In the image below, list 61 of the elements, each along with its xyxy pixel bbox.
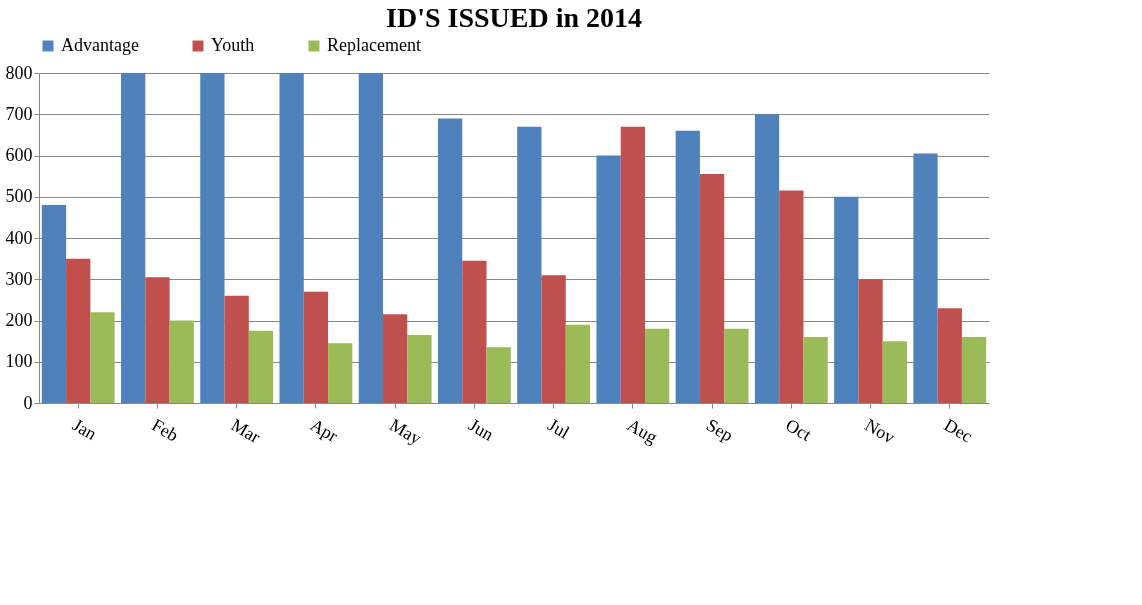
bar [279,73,304,403]
y-tick-label: 500 [5,186,33,207]
bar [779,190,804,403]
bar [437,118,463,403]
y-tick-label: 400 [5,227,33,248]
legend-label: Youth [211,35,255,55]
bar [41,205,67,403]
legend-label: Replacement [327,35,421,55]
x-tick-label: Sep [703,414,737,446]
x-tick-label: Oct [782,414,815,446]
bar [541,275,566,403]
bar [565,324,591,403]
bar [644,328,670,403]
y-tick-label: 800 [5,62,33,83]
bar [462,260,487,403]
x-tick-label: Jun [465,414,498,445]
bar [383,314,408,403]
bar [169,320,194,403]
y-tick-label: 0 [23,392,33,413]
x-tick-label: Jul [544,414,573,443]
bar [407,334,432,403]
bar [328,343,353,403]
x-tick-label: Aug [623,414,661,448]
bar [358,73,384,403]
x-tick-label: Apr [306,414,342,447]
bar [724,328,749,403]
legend-label: Advantage [61,35,139,55]
x-tick-label: Dec [940,414,976,447]
bar [517,126,542,403]
bar [121,73,146,403]
bar [961,337,987,403]
x-tick-label: Jan [69,414,100,445]
bar [486,347,511,403]
y-tick-label: 700 [5,103,33,124]
x-tick-label: May [386,414,425,449]
bar [913,153,938,403]
bar [834,196,859,403]
x-tick-label: Feb [148,414,182,446]
bar [303,291,329,403]
bar [90,312,115,403]
y-tick-label: 200 [5,310,33,330]
bar [882,341,907,403]
bar [145,277,170,403]
y-tick-label: 300 [5,268,33,289]
y-tick-label: 100 [5,351,33,372]
y-tick-label: 600 [5,145,33,165]
x-tick-label: Nov [861,414,899,448]
bar [699,174,725,403]
x-tick-label: Mar [227,414,264,448]
bar [66,258,91,403]
chart-title: ID'S ISSUED in 2014 [386,2,642,33]
bar [224,295,249,403]
bar [248,330,274,403]
bar [754,114,780,403]
bar [620,126,645,403]
bar [858,279,883,403]
bar [937,308,962,403]
bar [200,73,225,403]
bar [675,130,700,403]
bar [803,337,828,403]
bar [596,155,621,403]
